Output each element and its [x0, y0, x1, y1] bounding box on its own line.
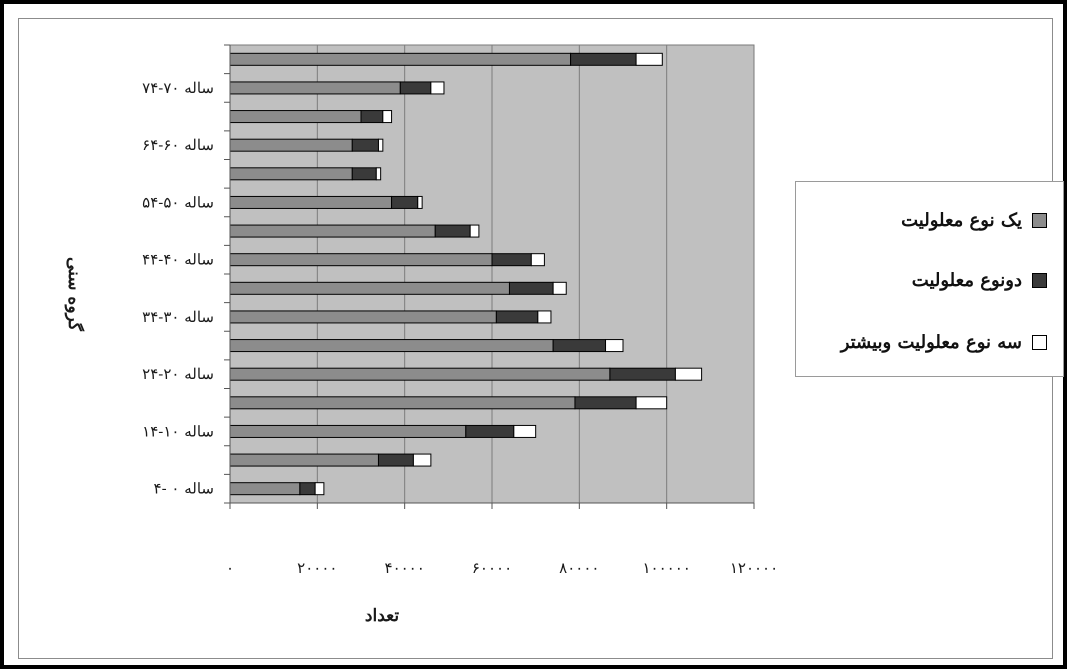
bar-segment-2: [434, 224, 471, 238]
bar-segment-3: [314, 482, 325, 496]
bar-segment-2: [552, 339, 607, 353]
bar-segment-3: [605, 339, 624, 353]
bar-segment-1: [229, 167, 353, 181]
bar-segment-2: [570, 52, 637, 66]
bar-segment-1: [229, 138, 353, 152]
bar-segment-3: [635, 396, 668, 410]
bar-segment-2: [495, 310, 539, 324]
bar-segment-1: [229, 224, 436, 238]
x-tick-label: ۱۲۰۰۰۰: [730, 559, 778, 577]
bar-segment-1: [229, 81, 401, 95]
bar-segment-3: [412, 453, 432, 467]
bar-segment-2: [351, 138, 379, 152]
bar-segment-3: [375, 167, 382, 181]
bar-chart: ۴- ۰ ساله ۱۴-۱۰ ساله ۲۴-۲۰ ساله ۳۴-۳۰ ساله ۴…: [64, 44, 778, 626]
x-tick-label: ۱۰۰۰۰۰: [642, 559, 690, 577]
bar-segment-3: [552, 281, 567, 295]
bar-segment-3: [674, 367, 703, 381]
bar-segment-1: [229, 195, 393, 209]
bar-segment-3: [430, 81, 445, 95]
y-tick-label: ۱۴-۱۰ ساله: [142, 422, 214, 440]
y-tick-label: ۵۴-۵۰ ساله: [142, 193, 214, 211]
bars: [229, 52, 703, 496]
y-tick-label: ۳۴-۳۰ ساله: [142, 308, 214, 326]
x-tick-label: ۲۰۰۰۰: [297, 559, 337, 577]
bar-segment-3: [635, 52, 663, 66]
legend: یک نوع معلولیت دونوع معلولیت سه نوع معلو…: [795, 181, 1064, 377]
bar-segment-3: [377, 138, 384, 152]
bar-segment-1: [229, 453, 379, 467]
bar-segment-2: [508, 281, 554, 295]
x-tick-label: ۰: [226, 559, 234, 577]
x-tick-label: ۸۰۰۰۰: [559, 559, 599, 577]
axes: ۴- ۰ ساله ۱۴-۱۰ ساله ۲۴-۲۰ ساله ۳۴-۳۰ ساله ۴…: [142, 44, 778, 577]
bar-segment-2: [609, 367, 676, 381]
bar-segment-3: [382, 110, 393, 124]
legend-item-two-disabilities: دونوع معلولیت: [796, 260, 1063, 300]
x-tick-label: ۴۰۰۰۰: [385, 559, 425, 577]
bar-segment-1: [229, 396, 576, 410]
legend-swatch-two-disabilities: [1032, 272, 1047, 288]
bar-segment-2: [399, 81, 432, 95]
bar-segment-1: [229, 339, 554, 353]
y-tick-label: ۲۴-۲۰ ساله: [142, 365, 214, 383]
bar-segment-3: [513, 424, 537, 438]
legend-item-three-plus-disabilities: سه نوع معلولیت وبیشتر: [796, 322, 1063, 362]
bar-segment-3: [537, 310, 552, 324]
bar-segment-2: [377, 453, 414, 467]
bar-segment-1: [229, 52, 572, 66]
bar-segment-2: [391, 195, 419, 209]
y-tick-label: ۶۴-۶۰ ساله: [142, 136, 214, 154]
x-tick-label: ۶۰۰۰۰: [472, 559, 512, 577]
x-axis-title: تعداد: [365, 606, 399, 626]
bar-segment-2: [360, 110, 384, 124]
legend-swatch-three-plus-disabilities: [1032, 334, 1047, 350]
bar-segment-1: [229, 110, 362, 124]
y-axis-title: گروه سنی: [64, 257, 85, 332]
bar-segment-1: [229, 310, 497, 324]
bar-segment-1: [229, 367, 611, 381]
bar-segment-2: [574, 396, 637, 410]
bar-segment-2: [465, 424, 515, 438]
legend-label-one-disability: یک نوع معلولیت: [901, 209, 1022, 231]
y-tick-label: ۷۴-۷۰ ساله: [142, 79, 214, 97]
legend-swatch-one-disability: [1032, 212, 1047, 228]
bar-segment-1: [229, 253, 493, 267]
bar-segment-1: [229, 281, 510, 295]
bar-segment-2: [491, 253, 532, 267]
bar-segment-3: [417, 195, 423, 209]
legend-label-two-disabilities: دونوع معلولیت: [911, 269, 1022, 291]
legend-item-one-disability: یک نوع معلولیت: [796, 200, 1063, 240]
chart-area: ۴- ۰ ساله ۱۴-۱۰ ساله ۲۴-۲۰ ساله ۳۴-۳۰ ساله ۴…: [18, 18, 1064, 659]
y-tick-label: ۴- ۰ ساله: [154, 480, 214, 498]
bar-segment-1: [229, 424, 467, 438]
bar-segment-3: [530, 253, 545, 267]
bar-segment-2: [351, 167, 377, 181]
y-tick-label: ۴۴-۴۰ ساله: [142, 251, 214, 269]
bar-segment-2: [299, 482, 316, 496]
bar-segment-3: [469, 224, 480, 238]
bar-segment-1: [229, 482, 301, 496]
legend-label-three-plus-disabilities: سه نوع معلولیت وبیشتر: [840, 331, 1022, 353]
